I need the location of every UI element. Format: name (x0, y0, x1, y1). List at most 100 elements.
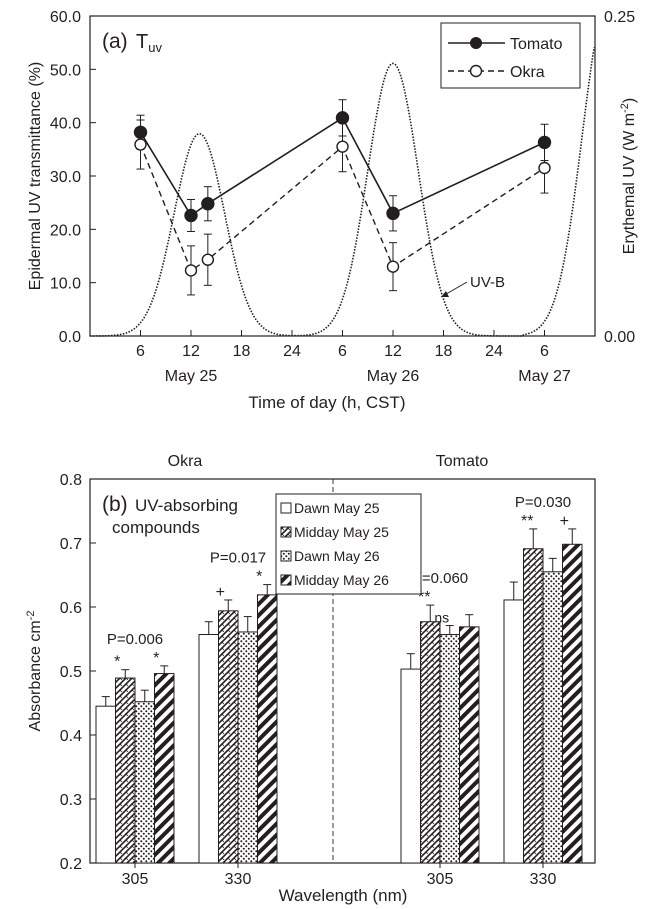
panel-a-legend-box (440, 22, 581, 89)
a-y-tick-label: 60.0 (50, 9, 81, 26)
panel-a-x-axis: 6 12 18 24 6 12 18 24 6 May 25 May 26 May 27 (136, 330, 571, 385)
b-ylabel-main: Absorbance cm (27, 620, 44, 731)
point-okra (134, 138, 147, 151)
panel-b-bars-layer: * *P=0.006305+*P=0.017330**nsP=0.060305**… (95, 494, 583, 888)
series-line-tomato (139, 116, 545, 217)
panel-a-x-axis-label: Time of day (h, CST) (248, 393, 405, 412)
point-tomato (184, 208, 198, 223)
panel-b-x-axis-label: Wavelength (nm) (279, 886, 408, 905)
uvb-annotation-label: UV-B (470, 274, 505, 291)
bar-okra-330-0 (198, 634, 219, 864)
a-x-tick-label: 6 (338, 343, 347, 360)
bar-okra-330-1 (218, 610, 239, 864)
a-y-tick-label: 20.0 (50, 222, 81, 239)
a-y2-tick-label: 0.00 (604, 329, 635, 346)
panel-b-title-line2: compounds (112, 518, 200, 537)
a-y-tick-label: 10.0 (50, 276, 81, 293)
panel-a-label: (a) (102, 30, 128, 53)
b-x-tick-label: 305 (122, 871, 149, 888)
p-value-label: P=0.060 (412, 570, 468, 587)
panel-a-legend: Tomato Okra (440, 22, 581, 89)
a-x-tick-label: 18 (233, 343, 251, 360)
p-value-label: P=0.030 (515, 494, 571, 511)
b-y-tick-label: 0.6 (60, 600, 82, 617)
y2-label-sup: -2 (619, 103, 631, 113)
series-line-okra (139, 144, 545, 272)
p-value-label: P=0.006 (107, 631, 163, 648)
uvb-curve-line (90, 47, 595, 337)
legend-okra-label: Okra (510, 64, 545, 81)
bar-okra-330-3 (257, 594, 278, 864)
b-y-tick-label: 0.4 (60, 728, 82, 745)
bar-okra-305-1 (115, 677, 136, 864)
panel-a-y2-axis: 0.00 0.25 (589, 9, 635, 346)
b-y-tick-label: 0.3 (60, 792, 82, 809)
a-x-tick-label: 6 (136, 343, 145, 360)
bar-tomato-330-2 (542, 571, 563, 864)
bar-tomato-305-2 (439, 634, 460, 864)
bar-tomato-330-0 (503, 599, 524, 864)
legend-tomato-label: Tomato (510, 36, 563, 53)
bar-tomato-305-1 (420, 621, 441, 864)
a-x-tick-label: 12 (384, 343, 402, 360)
point-tomato (386, 206, 400, 221)
significance-mark: + (216, 584, 225, 601)
a-day-label: May 25 (165, 368, 218, 385)
b-x-tick-label: 305 (427, 871, 454, 888)
panel-a-transmittance-chart: 0.0 10.0 20.0 30.0 40.0 50.0 60.0 0.00 0.25 6 12… (27, 9, 638, 412)
b-y-tick-label: 0.7 (60, 536, 82, 553)
significance-mark: * (256, 569, 262, 586)
a-y-tick-label: 50.0 (50, 62, 81, 79)
legend-label-midday-may25: Midday May 25 (294, 524, 389, 540)
bar-okra-330-2 (237, 631, 258, 864)
a-day-label: May 26 (367, 368, 420, 385)
significance-mark: ns (434, 610, 449, 626)
panel-b-y-axis-label: Absorbance cm-2 (25, 611, 44, 732)
significance-mark: * (114, 654, 120, 671)
panel-a-title-sub: uv (148, 40, 162, 55)
legend-swatch-midday-may26 (280, 574, 292, 586)
bar-okra-305-3 (154, 673, 175, 864)
species-label-okra: Okra (168, 453, 203, 470)
legend-tomato-marker (470, 37, 482, 49)
a-x-tick-label: 24 (485, 343, 503, 360)
a-y-tick-label: 30.0 (50, 169, 81, 186)
bar-tomato-330-1 (523, 548, 544, 864)
b-y-tick-label: 0.2 (60, 856, 82, 873)
b-y-tick-label: 0.5 (60, 664, 82, 681)
legend-label-dawn-may25: Dawn May 25 (294, 500, 380, 516)
a-x-tick-label: 24 (283, 343, 301, 360)
point-tomato (133, 125, 148, 139)
point-tomato (201, 197, 215, 211)
p-value-label: P=0.017 (210, 550, 266, 567)
panel-b-label: (b) (102, 493, 128, 516)
b-x-tick-label: 330 (225, 871, 252, 888)
significance-mark: * (153, 650, 159, 667)
y2-label-close: ) (621, 98, 638, 103)
point-okra (184, 264, 198, 277)
a-day-label: May 27 (518, 368, 571, 385)
panel-b-title-line1: UV-absorbing (135, 496, 238, 515)
significance-mark: ** (521, 513, 533, 530)
b-x-tick-label: 330 (530, 871, 557, 888)
panel-a-series-layer (133, 99, 552, 296)
a-x-tick-label: 6 (540, 343, 549, 360)
point-tomato (537, 135, 552, 150)
b-ylabel-sup: -2 (25, 611, 37, 621)
bar-okra-305-0 (95, 705, 116, 864)
point-okra (538, 161, 551, 175)
point-okra (336, 140, 349, 153)
bar-tomato-330-3 (562, 543, 583, 864)
panel-b-y-axis: 0.2 0.3 0.4 0.5 0.6 0.7 0.8 (60, 472, 96, 873)
panel-a-title-main: T (136, 31, 148, 53)
panel-b-legend: Dawn May 25 Midday May 25 Dawn May 26 Mi… (275, 493, 422, 595)
legend-swatch-midday-may25 (280, 526, 292, 538)
point-okra (201, 253, 215, 266)
panel-a-title: Tuv (136, 31, 162, 55)
panel-a-y2-axis-label: Erythemal UV (W m-2) (619, 98, 638, 254)
point-tomato (335, 111, 350, 125)
panel-a-y-axis: 0.0 10.0 20.0 30.0 40.0 50.0 60.0 (50, 9, 96, 346)
legend-label-midday-may26: Midday May 26 (294, 572, 389, 588)
bar-tomato-305-3 (459, 626, 480, 864)
